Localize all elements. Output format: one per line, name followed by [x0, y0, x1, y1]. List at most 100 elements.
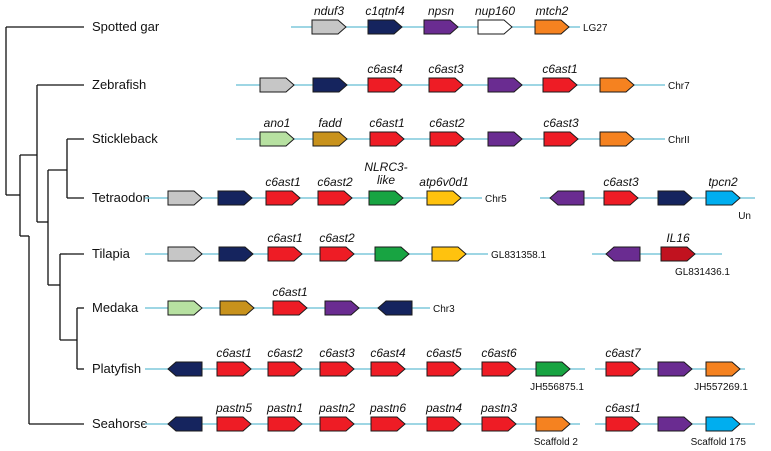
phylogenetic-tree [5, 26, 84, 425]
gene-arrow-lightgreen [167, 300, 203, 316]
gene-arrow-fadd [312, 131, 348, 147]
gene-arrow-c6ast3 [543, 131, 579, 147]
gene-label-c6ast1: c6ast1 [369, 116, 404, 130]
gene-label-c1qtnf4: c1qtnf4 [365, 4, 405, 18]
locus-label-chr7: Chr7 [668, 81, 690, 92]
gene-arrow-pastn6 [370, 416, 406, 432]
gene-label-atp6v0d1: atp6v0d1 [419, 175, 468, 189]
gene-arrow-grey [167, 190, 203, 206]
gene-arrow-c6ast7 [605, 361, 641, 377]
gene-arrow-ano1 [259, 131, 295, 147]
gene-arrow-green [374, 246, 410, 262]
species-label-platyfish: Platyfish [92, 361, 141, 376]
gene-arrow-nlrc3-like [368, 190, 404, 206]
locus-label-jh557269-1: JH557269.1 [694, 382, 748, 393]
gene-arrow-mtch2 [534, 19, 570, 35]
gene-label-c6ast3: c6ast3 [603, 175, 639, 189]
gene-label-c6ast1: c6ast1 [267, 231, 302, 245]
gene-arrow-pastn1 [267, 416, 303, 432]
gene-arrow-c6ast2 [429, 131, 465, 147]
gene-label-c6ast2: c6ast2 [267, 346, 303, 360]
gene-arrow-c6ast2 [319, 246, 355, 262]
gene-arrow-pastn2 [319, 416, 355, 432]
gene-label-pastn6: pastn6 [369, 401, 406, 415]
gene-label-pastn3: pastn3 [480, 401, 517, 415]
gene-arrow-atp6v0d1 [426, 190, 462, 206]
locus-label-scaffold-175: Scaffold 175 [691, 437, 747, 448]
gene-arrow-c6ast1 [272, 300, 308, 316]
locus-label-scaffold-2: Scaffold 2 [534, 437, 579, 448]
gene-label-pastn5: pastn5 [215, 401, 252, 415]
gene-arrow-npsn [423, 19, 459, 35]
gene-label-pastn4: pastn4 [425, 401, 462, 415]
gene-arrow-navy [312, 77, 348, 93]
gene-label-c6ast1: c6ast1 [265, 175, 300, 189]
locus-label-chr3: Chr3 [433, 304, 455, 315]
gene-arrow-purple [657, 361, 693, 377]
gene-arrow-c6ast3 [428, 77, 464, 93]
gene-label-c6ast1: c6ast1 [542, 62, 577, 76]
gene-arrow-c6ast1 [267, 246, 303, 262]
gene-arrow-pastn4 [426, 416, 462, 432]
gene-label-c6ast1: c6ast1 [272, 285, 307, 299]
gene-label-c6ast7: c6ast7 [605, 346, 642, 360]
gene-arrow-c6ast1 [265, 190, 301, 206]
gene-label-c6ast6: c6ast6 [481, 346, 517, 360]
species-label-tetraodon: Tetraodon [92, 190, 150, 205]
gene-arrow-purple [549, 190, 585, 206]
gene-arrow-navy [657, 190, 693, 206]
gene-arrow-purple [487, 77, 523, 93]
species-label-medaka: Medaka [92, 300, 139, 315]
gene-arrow-nduf3 [311, 19, 347, 35]
gene-arrow-yellow [431, 246, 467, 262]
gene-arrow-c6ast2 [267, 361, 303, 377]
locus-label-chr5: Chr5 [485, 194, 507, 205]
locus-label-chrii: ChrII [668, 135, 690, 146]
gene-arrow-tpcn2 [705, 190, 741, 206]
gene-arrow-orange [705, 361, 741, 377]
gene-label-nup160: nup160 [475, 4, 515, 18]
locus-label-jh556875-1: JH556875.1 [530, 382, 584, 393]
gene-arrow-nup160 [477, 19, 513, 35]
gene-label-c6ast1: c6ast1 [216, 346, 251, 360]
gene-arrow-purple [487, 131, 523, 147]
locus-label-gl831436-1: GL831436.1 [675, 267, 730, 278]
gene-label-fadd: fadd [318, 116, 342, 130]
gene-label-c6ast4: c6ast4 [370, 346, 406, 360]
gene-arrow-c6ast5 [426, 361, 462, 377]
gene-arrow-c6ast3 [319, 361, 355, 377]
species-label-tilapia: Tilapia [92, 246, 131, 261]
gene-arrow-navy [217, 190, 253, 206]
gene-arrow-tan [219, 300, 255, 316]
gene-arrow-pastn5 [216, 416, 252, 432]
gene-arrow-grey [167, 246, 203, 262]
gene-label-c6ast3: c6ast3 [319, 346, 355, 360]
gene-arrow-purple [657, 416, 693, 432]
species-label-stickleback: Stickleback [92, 131, 158, 146]
gene-arrow-orange [535, 416, 571, 432]
gene-arrow-c6ast1 [216, 361, 252, 377]
gene-label-npsn: npsn [428, 4, 454, 18]
gene-arrow-c6ast4 [370, 361, 406, 377]
locus-label-un: Un [738, 211, 751, 222]
gene-arrow-c6ast2 [317, 190, 353, 206]
gene-label-il16: IL16 [666, 231, 690, 245]
gene-arrow-purple [324, 300, 360, 316]
gene-arrow-green [535, 361, 571, 377]
gene-arrow-c6ast1 [542, 77, 578, 93]
gene-labels: nduf3 c1qtnf4 npsn nup160 mtch2 LG27 c6ast4 c6a… [215, 4, 751, 448]
gene-arrow-orange [599, 131, 635, 147]
gene-label-pastn2: pastn2 [318, 401, 355, 415]
gene-label-tpcn2: tpcn2 [708, 175, 738, 189]
gene-label-c6ast3: c6ast3 [428, 62, 464, 76]
gene-label-c6ast2: c6ast2 [319, 231, 355, 245]
gene-label-nduf3: nduf3 [314, 4, 344, 18]
gene-label-ano1: ano1 [264, 116, 291, 130]
gene-label-c6ast2: c6ast2 [429, 116, 465, 130]
gene-arrow-c6ast3 [603, 190, 639, 206]
gene-arrow-c6ast6 [481, 361, 517, 377]
gene-label-pastn1: pastn1 [266, 401, 303, 415]
gene-arrows [167, 19, 741, 432]
gene-label-c6ast2: c6ast2 [317, 175, 353, 189]
